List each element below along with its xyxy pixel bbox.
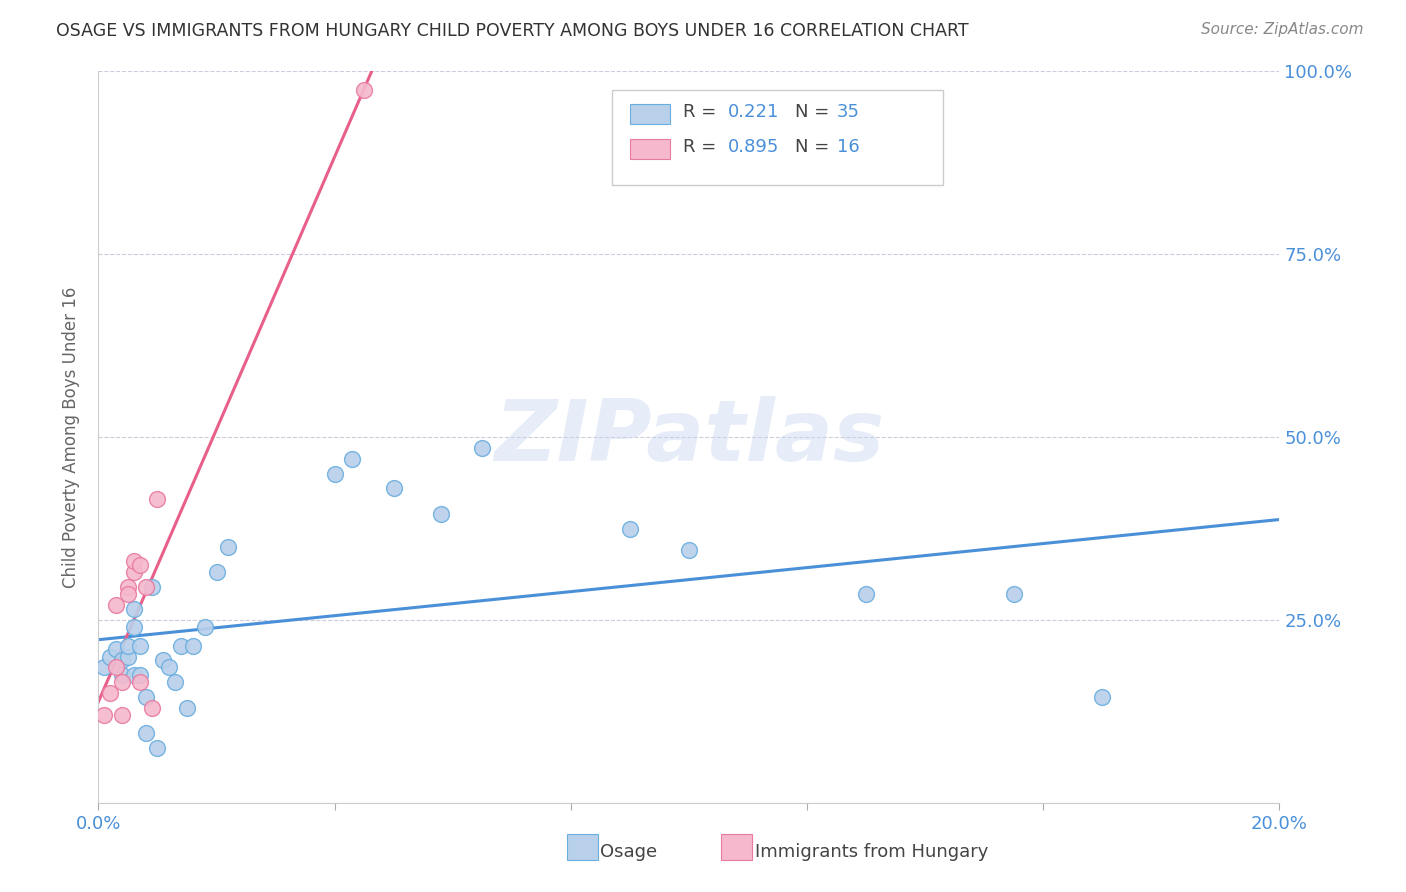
Point [342,452,364,467]
Y-axis label: Child Poverty Among Boys Under 16: Child Poverty Among Boys Under 16 [62,286,80,588]
Text: 0.221: 0.221 [728,103,779,121]
Point [98,649,121,664]
Point [122,602,145,616]
Point [165,675,187,690]
Point [122,554,145,568]
Point [117,587,139,601]
Point [111,653,134,667]
Point [105,660,128,674]
Point [855,587,877,601]
Text: N =: N = [796,138,835,156]
Text: 16: 16 [837,138,859,156]
Point [382,481,405,495]
Text: OSAGE VS IMMIGRANTS FROM HUNGARY CHILD POVERTY AMONG BOYS UNDER 16 CORRELATION C: OSAGE VS IMMIGRANTS FROM HUNGARY CHILD P… [56,22,969,40]
Point [430,507,453,521]
FancyBboxPatch shape [630,103,671,124]
Point [194,620,217,634]
FancyBboxPatch shape [612,90,943,185]
Point [111,675,134,690]
Point [1091,690,1114,704]
Point [93,660,115,674]
Point [135,726,157,740]
Text: Osage: Osage [600,843,658,861]
Point [141,700,163,714]
Point [146,492,169,507]
Point [353,83,375,97]
FancyBboxPatch shape [567,834,598,860]
Point [98,686,121,700]
FancyBboxPatch shape [630,138,671,159]
Point [135,690,157,704]
Point [117,649,139,664]
Point [111,708,134,723]
Text: Immigrants from Hungary: Immigrants from Hungary [755,843,988,861]
Text: 0.895: 0.895 [728,138,779,156]
Point [117,580,139,594]
Point [619,521,641,535]
Text: N =: N = [796,103,835,121]
Text: Source: ZipAtlas.com: Source: ZipAtlas.com [1201,22,1364,37]
Point [323,467,346,481]
Point [128,667,150,681]
FancyBboxPatch shape [721,834,752,860]
Point [176,700,198,714]
Text: R =: R = [683,138,723,156]
Point [1002,587,1025,601]
Point [122,667,145,681]
Point [217,540,239,554]
Point [105,599,128,613]
Point [678,543,700,558]
Point [135,580,157,594]
Point [181,639,204,653]
Point [146,740,169,755]
Point [141,580,163,594]
Point [152,653,174,667]
Point [93,708,115,723]
Point [170,639,193,653]
Point [205,566,228,580]
Point [128,675,150,690]
Point [122,566,145,580]
Point [128,639,150,653]
Text: ZIPatlas: ZIPatlas [494,395,884,479]
Point [111,667,134,681]
Point [157,660,180,674]
Text: 35: 35 [837,103,859,121]
Point [122,620,145,634]
Point [128,558,150,573]
Point [105,642,128,657]
Point [471,441,494,455]
Text: R =: R = [683,103,723,121]
Point [117,639,139,653]
